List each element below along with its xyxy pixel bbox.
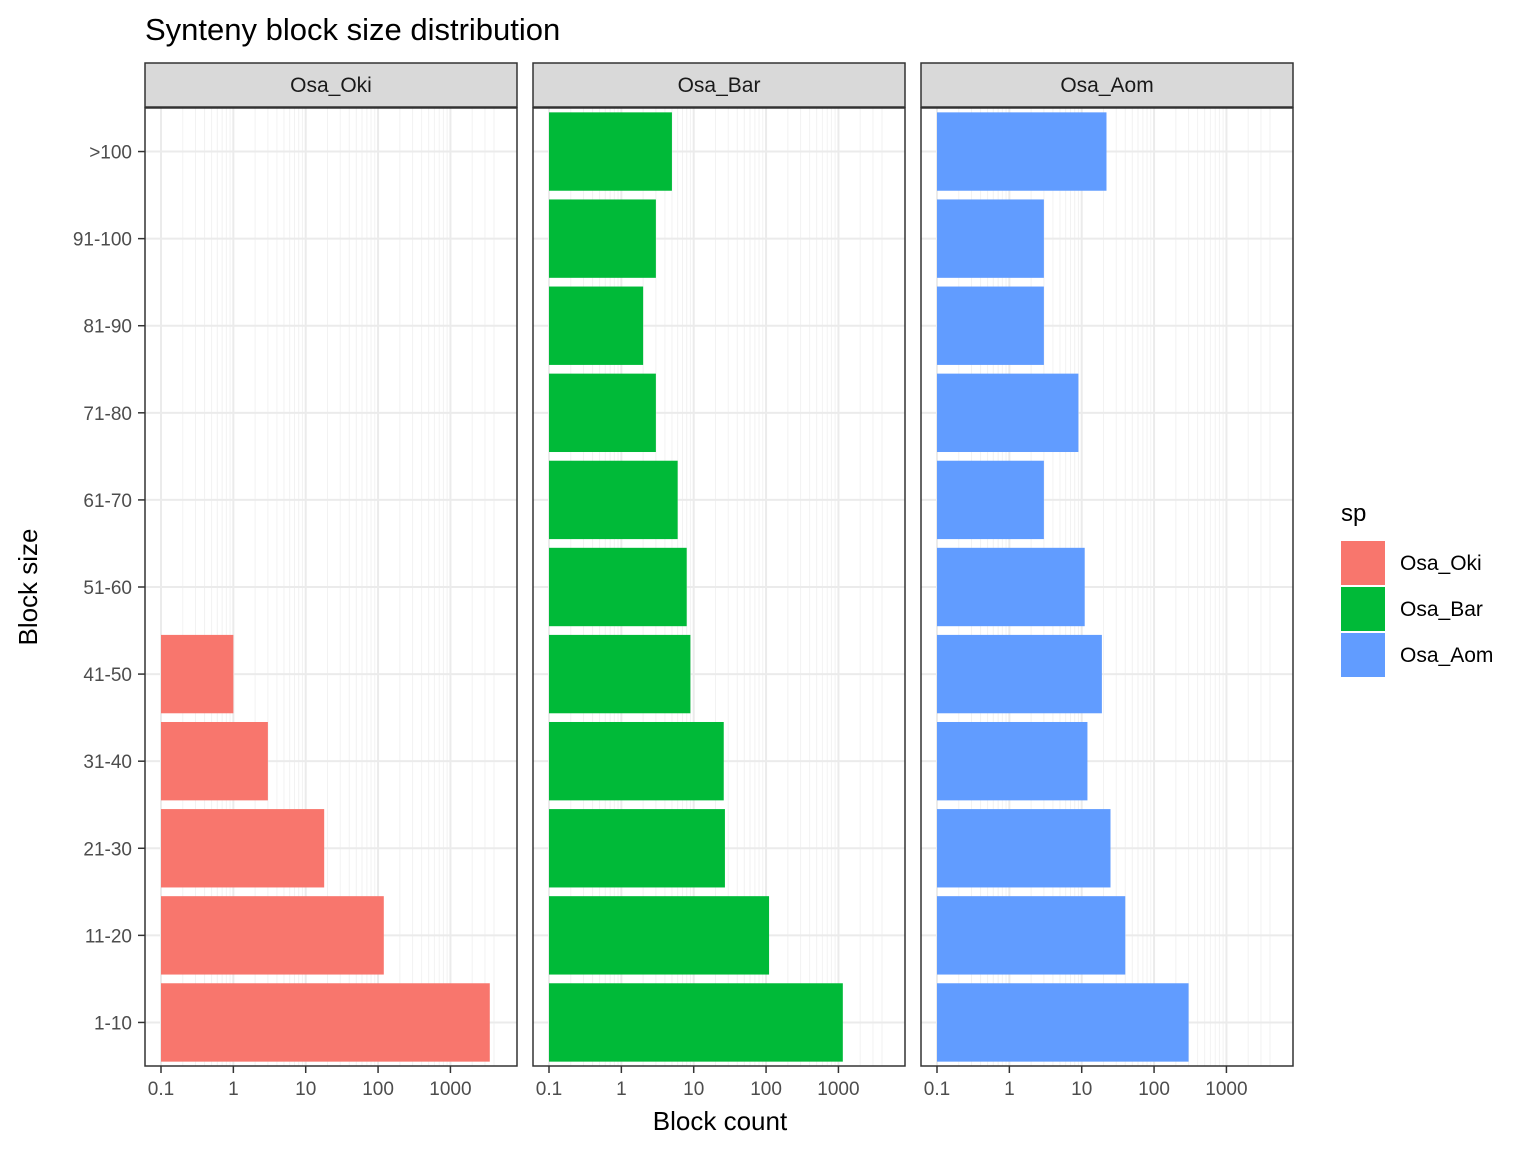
legend-key bbox=[1341, 633, 1385, 677]
bar bbox=[549, 199, 656, 278]
bar bbox=[161, 896, 384, 975]
facet-strip-label: Osa_Aom bbox=[1060, 74, 1153, 97]
bar bbox=[937, 634, 1102, 714]
facet-panel: Osa_Oki 0.1 1 10 100 1000 bbox=[144, 62, 518, 1100]
x-tick-label: 0.1 bbox=[536, 1079, 562, 1100]
x-tick-label: 10 bbox=[1071, 1079, 1092, 1100]
x-tick-label: 1 bbox=[1004, 1079, 1015, 1100]
bar bbox=[549, 721, 724, 801]
bar bbox=[161, 809, 325, 888]
y-axis: 1-10 11-20 21-30 31-40 41-50 51-60 61-70 71-80 8… bbox=[73, 143, 145, 1034]
facet-strip bbox=[144, 62, 518, 108]
y-tick-label: >100 bbox=[89, 143, 132, 164]
x-tick-label: 0.1 bbox=[924, 1079, 950, 1100]
chart-title: Synteny block size distribution bbox=[145, 12, 560, 47]
y-axis-title: Block size bbox=[13, 528, 43, 645]
x-tick-label: 1 bbox=[228, 1079, 239, 1100]
bar bbox=[161, 983, 490, 1062]
legend-label: Osa_Oki bbox=[1400, 552, 1482, 575]
x-tick-label: 10 bbox=[295, 1079, 316, 1100]
legend-key bbox=[1341, 587, 1385, 631]
bar bbox=[937, 983, 1189, 1062]
bar bbox=[549, 373, 656, 453]
legend: sp Osa_Oki Osa_Bar Osa_Aom bbox=[1341, 500, 1493, 677]
y-tick-label: 1-10 bbox=[94, 1013, 132, 1034]
facet-strip bbox=[920, 62, 1294, 108]
bar bbox=[937, 286, 1044, 365]
legend-title: sp bbox=[1341, 500, 1366, 527]
bar bbox=[937, 896, 1126, 975]
bar bbox=[549, 460, 678, 540]
x-tick-label: 1000 bbox=[817, 1079, 859, 1100]
bar bbox=[549, 634, 691, 714]
y-tick-label: 11-20 bbox=[85, 926, 132, 947]
bar bbox=[937, 460, 1044, 540]
x-tick-label: 100 bbox=[1138, 1079, 1170, 1100]
bar bbox=[937, 809, 1111, 888]
bar bbox=[549, 286, 644, 365]
facet-panel: Osa_Aom 0.1 1 10 100 1000 bbox=[920, 62, 1294, 1100]
x-tick-label: 1000 bbox=[1205, 1079, 1247, 1100]
bar bbox=[549, 896, 770, 975]
x-tick-label: 1000 bbox=[429, 1079, 471, 1100]
facet-panel: Osa_Bar 0.1 1 10 100 1000 bbox=[532, 62, 906, 1100]
legend-label: Osa_Aom bbox=[1400, 644, 1493, 667]
x-tick-label: 10 bbox=[683, 1079, 704, 1100]
bar bbox=[161, 721, 268, 801]
bar bbox=[549, 547, 687, 627]
bar bbox=[161, 634, 234, 714]
panel-border bbox=[532, 107, 906, 1067]
y-tick-label: 91-100 bbox=[73, 230, 132, 251]
bar bbox=[937, 112, 1107, 191]
facet-strip bbox=[532, 62, 906, 108]
y-tick-label: 41-50 bbox=[83, 665, 132, 686]
y-tick-label: 71-80 bbox=[83, 404, 132, 425]
panel-border bbox=[920, 107, 1294, 1067]
bar bbox=[549, 809, 725, 888]
bar bbox=[937, 721, 1088, 801]
legend-label: Osa_Bar bbox=[1400, 598, 1483, 621]
bar bbox=[937, 199, 1044, 278]
x-axis-title: Block count bbox=[653, 1106, 788, 1136]
y-tick-label: 21-30 bbox=[83, 839, 132, 860]
x-tick-label: 100 bbox=[750, 1079, 782, 1100]
facet-strip-label: Osa_Oki bbox=[290, 74, 372, 97]
y-tick-label: 51-60 bbox=[83, 578, 132, 599]
x-tick-label: 0.1 bbox=[148, 1079, 174, 1100]
y-tick-label: 31-40 bbox=[83, 752, 132, 773]
x-tick-label: 1 bbox=[616, 1079, 627, 1100]
bar bbox=[549, 983, 843, 1062]
facet-strip-label: Osa_Bar bbox=[678, 74, 761, 97]
bar bbox=[937, 547, 1085, 627]
legend-key bbox=[1341, 541, 1385, 585]
x-tick-label: 100 bbox=[362, 1079, 394, 1100]
y-tick-label: 61-70 bbox=[83, 491, 132, 512]
bar bbox=[549, 112, 672, 191]
bar bbox=[937, 373, 1079, 453]
y-tick-label: 81-90 bbox=[83, 317, 132, 338]
